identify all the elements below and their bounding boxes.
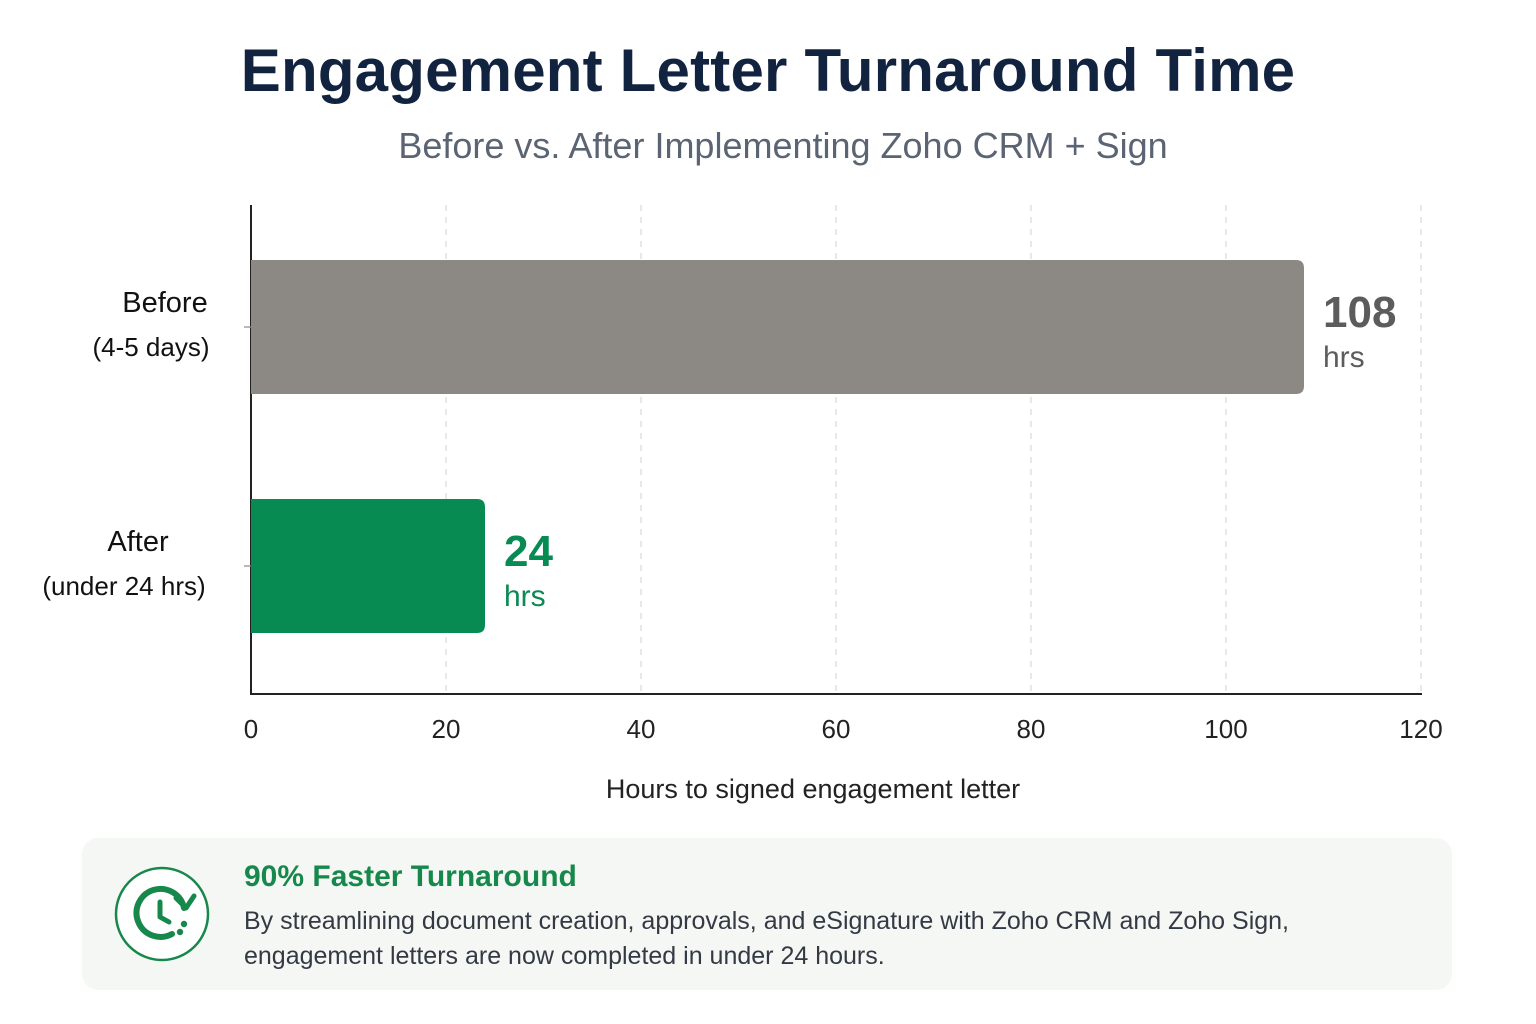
category-label: Before xyxy=(122,287,207,319)
clock-refresh-icon xyxy=(114,866,210,962)
callout-body-line-2: engagement letters are now completed in … xyxy=(244,942,885,970)
x-tick-label: 80 xyxy=(1017,714,1046,744)
bar-before xyxy=(251,260,1304,394)
x-tick-label: 40 xyxy=(627,714,656,744)
bar-unit-label: hrs xyxy=(1323,341,1365,374)
bar-value-label: 24 xyxy=(504,527,553,576)
summary-callout: 90% Faster Turnaround By streamlining do… xyxy=(82,838,1452,990)
x-tick-label: 20 xyxy=(432,714,461,744)
bar-after xyxy=(251,499,485,633)
x-tick-label: 60 xyxy=(822,714,851,744)
x-tick-label: 0 xyxy=(244,714,258,744)
callout-body: By streamlining document creation, appro… xyxy=(244,904,1424,974)
callout-heading: 90% Faster Turnaround xyxy=(244,860,577,893)
chart-title: Engagement Letter Turnaround Time xyxy=(240,37,1296,104)
bar-unit-label: hrs xyxy=(504,580,546,613)
category-label: After xyxy=(107,526,169,558)
bar-chart: 0 20 40 60 80 100 120 Hours to signed engagemen… xyxy=(42,205,1443,804)
category-note: (4-5 days) xyxy=(92,332,209,362)
x-axis-label: Hours to signed engagement letter xyxy=(606,774,1020,804)
bar-value-label: 108 xyxy=(1323,288,1396,337)
category-note: (under 24 hrs) xyxy=(42,571,205,601)
x-tick-label: 120 xyxy=(1399,714,1442,744)
chart-subtitle: Before vs. After Implementing Zoho CRM +… xyxy=(398,125,1168,166)
callout-body-line-1: By streamlining document creation, appro… xyxy=(244,907,1290,935)
x-tick-label: 100 xyxy=(1204,714,1247,744)
